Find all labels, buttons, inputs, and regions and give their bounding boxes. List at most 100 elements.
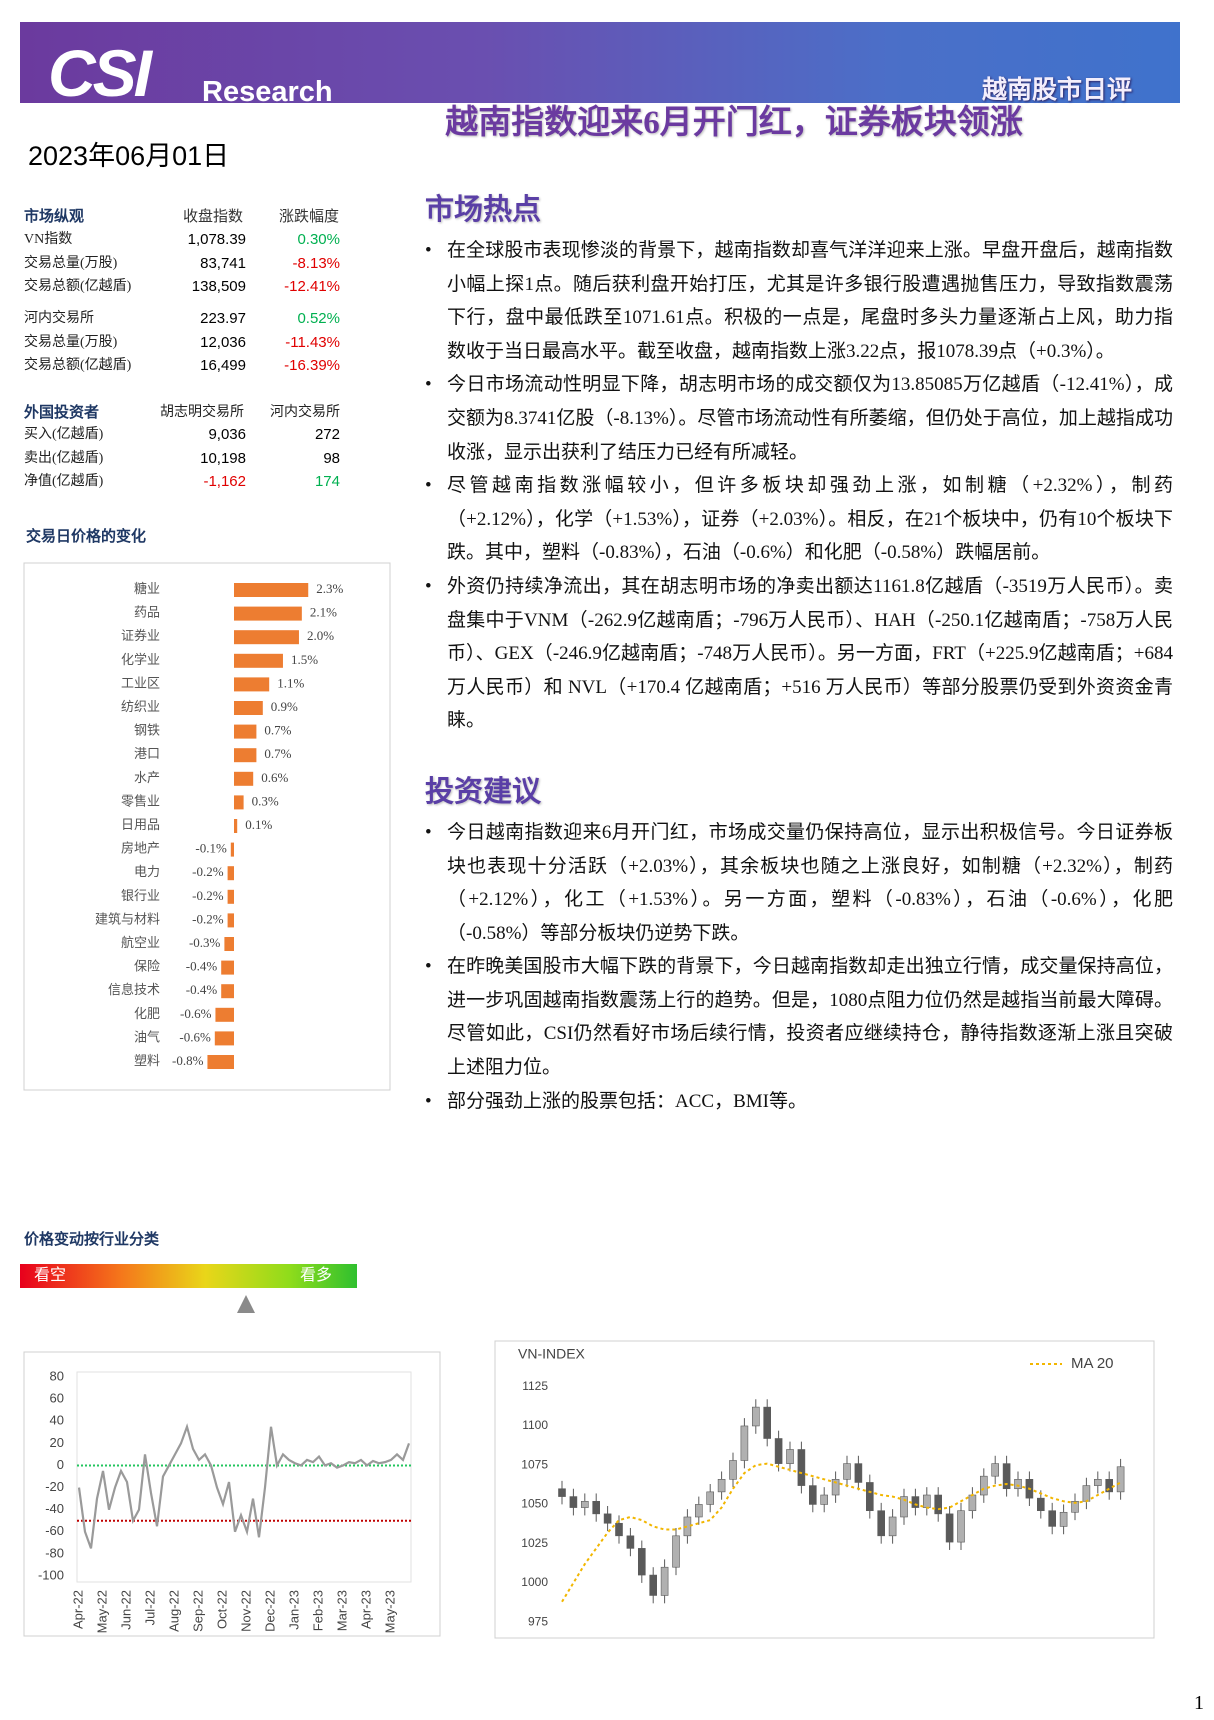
table-header: 外国投资者 xyxy=(24,404,100,421)
category-label: 银行业 xyxy=(121,888,160,903)
x-tick-label: Nov-22 xyxy=(238,1590,253,1632)
chart-frame xyxy=(494,1340,1155,1639)
candle-body xyxy=(740,1425,749,1461)
candle-body xyxy=(820,1494,829,1505)
x-tick-label: May-23 xyxy=(382,1590,397,1633)
value-label: -0.2% xyxy=(192,864,224,879)
x-tick-label: Jul-22 xyxy=(142,1590,157,1625)
candle-body xyxy=(843,1463,851,1480)
candle-body xyxy=(797,1449,806,1486)
candle-body xyxy=(1071,1500,1079,1513)
candle-body xyxy=(580,1500,589,1508)
category-label: 纺织业 xyxy=(121,699,160,714)
header-banner: CSI Research 越南股市日评 xyxy=(20,22,1180,107)
bullet: 外资仍持续净流出，其在胡志明市场的净卖出额达1161.8亿越盾（-3519万人民… xyxy=(425,570,1173,738)
table-value: 223.97 xyxy=(200,310,246,327)
candle-body xyxy=(626,1535,635,1549)
table-change: -8.13% xyxy=(292,254,340,272)
table-value: 1,078.39 xyxy=(187,231,246,248)
table-value: 98 xyxy=(323,449,340,467)
logo-subtitle: Research xyxy=(202,76,333,108)
bar xyxy=(234,771,254,786)
chart-frame xyxy=(23,1351,441,1637)
table-value: 9,036 xyxy=(208,426,246,443)
bullet: 在昨晚美国股市大幅下跌的背景下，今日越南指数却走出独立行情，成交量保持高位，进一… xyxy=(425,950,1173,1084)
bar xyxy=(234,701,263,715)
candle-body xyxy=(774,1438,783,1464)
table-value: 138,509 xyxy=(191,278,246,295)
category-label: 药品 xyxy=(134,605,160,620)
candle-body xyxy=(694,1504,703,1518)
y-tick-label: 1125 xyxy=(522,1379,548,1393)
category-label: 工业区 xyxy=(121,675,160,690)
bullet-list: 在全球股市表现惨淡的背景下，越南指数却喜气洋洋迎来上涨。早盘开盘后，越南指数小幅… xyxy=(425,234,1173,738)
value-label: 0.7% xyxy=(264,746,291,761)
value-label: 0.7% xyxy=(264,723,291,738)
bullet: 在全球股市表现惨淡的背景下，越南指数却喜气洋洋迎来上涨。早盘开盘后，越南指数小幅… xyxy=(425,234,1173,368)
table-change: -16.39% xyxy=(284,357,340,374)
report-date: 2023年06月01日 xyxy=(28,141,230,171)
candle-body xyxy=(888,1516,897,1537)
candle-body xyxy=(1002,1463,1011,1490)
y-tick-label: -80 xyxy=(45,1545,64,1560)
table-header: 河内交易所 xyxy=(270,405,340,420)
candle-body xyxy=(854,1463,863,1483)
bar xyxy=(224,937,234,951)
row-label: 交易总量(万股) xyxy=(24,334,118,350)
category-label: 信息技术 xyxy=(108,982,160,997)
candle-body xyxy=(865,1482,874,1512)
x-tick-label: Feb-23 xyxy=(310,1590,325,1631)
y-tick-label: 60 xyxy=(50,1391,64,1406)
x-tick-label: Dec-22 xyxy=(262,1590,277,1632)
candle-body xyxy=(637,1548,646,1576)
bar xyxy=(234,748,257,763)
category-label: 房地产 xyxy=(121,841,160,856)
x-tick-label: Apr-22 xyxy=(70,1590,85,1629)
bar xyxy=(234,653,283,668)
table-header: 胡志明交易所 xyxy=(160,405,244,420)
category-label: 钢铁 xyxy=(134,723,160,738)
chart-frame xyxy=(23,562,391,1091)
bar xyxy=(234,583,309,597)
value-label: -0.2% xyxy=(192,911,224,926)
category-label: 塑料 xyxy=(134,1053,160,1068)
y-tick-label: -20 xyxy=(45,1479,64,1494)
candle-body xyxy=(979,1475,988,1496)
value-label: 0.1% xyxy=(245,817,272,832)
y-tick-label: -60 xyxy=(45,1523,64,1538)
value-label: -0.8% xyxy=(172,1053,204,1068)
value-label: 2.3% xyxy=(316,581,343,596)
table-header: 市场纵观 xyxy=(24,208,85,225)
candle-body xyxy=(968,1494,977,1512)
row-label: 交易总额(亿越盾) xyxy=(24,279,132,294)
value-label: 1.1% xyxy=(277,675,304,690)
bar xyxy=(221,984,234,999)
y-tick-label: 80 xyxy=(50,1368,64,1383)
candle-body xyxy=(729,1460,737,1480)
bar xyxy=(215,1007,234,1022)
y-tick-label: 1100 xyxy=(522,1418,548,1432)
bullet-list: 今日越南指数迎来6月开门红，市场成交量仍保持高位，显示出积极信号。今日证券板块也… xyxy=(425,816,1173,1118)
table-value: 12,036 xyxy=(200,333,246,351)
table-value: 10,198 xyxy=(200,449,246,467)
bar xyxy=(227,913,234,928)
table-value: 16,499 xyxy=(200,357,246,374)
candle-body xyxy=(569,1496,578,1508)
table-value: 174 xyxy=(314,473,340,490)
row-label: 交易总额(亿越盾) xyxy=(24,358,132,373)
report-title: 越南指数迎来6月开门红，证券板块领涨 xyxy=(445,105,1023,141)
bar xyxy=(234,795,244,810)
bullet: 今日越南指数迎来6月开门红，市场成交量仍保持高位，显示出积极信号。今日证券板块也… xyxy=(425,816,1173,950)
candle-body xyxy=(1094,1479,1102,1486)
table-change: 0.52% xyxy=(297,310,340,327)
section-heading: 市场热点 xyxy=(425,194,542,226)
page-number: 1 xyxy=(1194,1692,1204,1714)
category-label: 航空业 xyxy=(121,935,160,950)
bar xyxy=(221,960,234,975)
candle-body xyxy=(763,1406,772,1439)
candle-body xyxy=(1059,1511,1068,1527)
candle-body xyxy=(1105,1479,1113,1493)
x-tick-label: May-22 xyxy=(94,1590,109,1633)
